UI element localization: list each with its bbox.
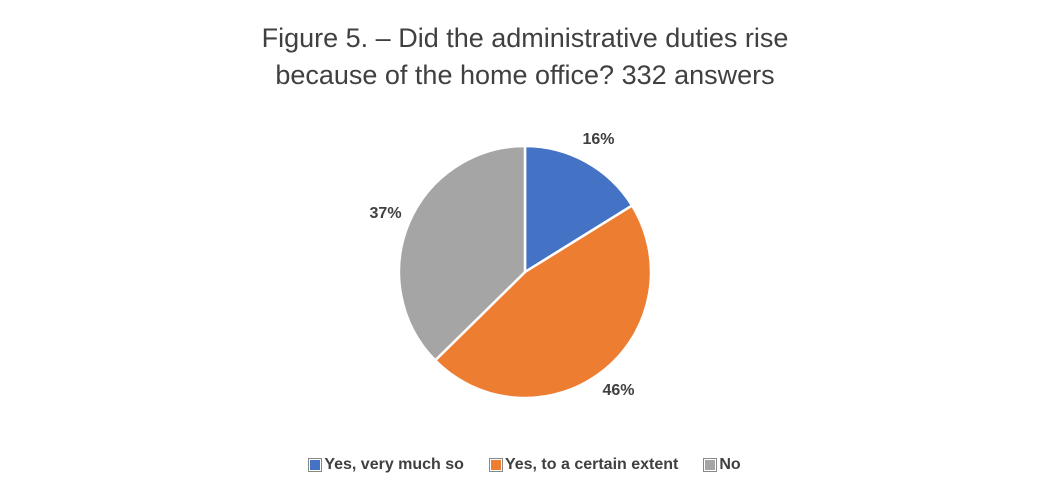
pie-slice — [433, 203, 653, 400]
legend-item: Yes, to a certain extent — [488, 456, 679, 474]
legend: Yes, very much so Yes, to a certain exten… — [0, 456, 1050, 474]
pie-slice — [523, 144, 634, 275]
legend-item: Yes, very much so — [308, 456, 464, 474]
data-label: 46% — [602, 382, 634, 399]
legend-swatch — [488, 458, 503, 472]
legend-label: Yes, very much so — [324, 456, 464, 473]
data-label: 16% — [582, 131, 614, 148]
legend-swatch — [703, 458, 718, 472]
legend-label: No — [719, 456, 741, 473]
legend-swatch — [308, 458, 323, 472]
pie-slice — [397, 144, 527, 363]
legend-item: No — [703, 456, 741, 474]
legend-label: Yes, to a certain extent — [504, 456, 679, 473]
chart-title: Figure 5. – Did the administrative dutie… — [261, 23, 789, 90]
data-label: 37% — [370, 205, 402, 222]
